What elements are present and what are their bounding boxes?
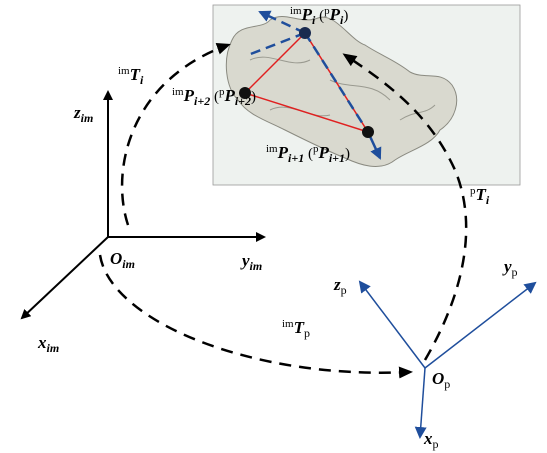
label-part: p [512, 265, 518, 279]
label-part: im [122, 257, 135, 271]
diagram: imTizimyimximOimimTppTizpypxpOpimPi (pPi… [0, 0, 547, 453]
label-part: p [433, 437, 439, 451]
label-part: P [329, 5, 341, 24]
label-part: i+2 [235, 94, 251, 108]
label: Oim [110, 249, 135, 271]
label-part: O [432, 369, 444, 388]
label-part: ( [210, 89, 219, 105]
label-part: y [240, 251, 250, 270]
label-part: ( [315, 8, 324, 24]
label-part: P [223, 86, 235, 105]
frame-p [360, 282, 535, 437]
model-image [213, 5, 520, 185]
label-part: im [118, 65, 130, 77]
label-part: P [183, 86, 195, 105]
label-part: x [37, 333, 47, 352]
label-part: T [294, 318, 305, 337]
label-part: ) [251, 89, 256, 105]
label: imTi [118, 65, 144, 87]
label-part: O [110, 249, 122, 268]
label: xp [423, 429, 439, 451]
label-part: im [47, 341, 60, 355]
label: xim [37, 333, 59, 355]
label: zim [73, 103, 93, 125]
label-part: ( [304, 146, 313, 162]
label-part: P [317, 143, 329, 162]
label-part: i+1 [329, 151, 345, 165]
label-part: i+2 [194, 94, 210, 108]
label-part: P [301, 5, 313, 24]
label-part: P [277, 143, 289, 162]
label: zp [333, 275, 347, 297]
label-part: p [341, 283, 347, 297]
label-part: ) [345, 146, 350, 162]
label-part: im [282, 318, 294, 330]
label-part: i+1 [288, 151, 304, 165]
label-part: im [250, 259, 263, 273]
label: imTp [282, 318, 310, 340]
label-part: y [502, 257, 512, 276]
label-part: i [140, 73, 144, 87]
label-part: im [290, 5, 302, 17]
label-part: im [266, 143, 278, 155]
label: Op [432, 369, 450, 391]
label-part: i [486, 193, 490, 207]
label-part: im [172, 86, 184, 98]
label-part: T [476, 185, 487, 204]
label-part: p [444, 377, 450, 391]
label-part: T [130, 65, 141, 84]
label: yim [240, 251, 262, 273]
label-part: ) [343, 8, 348, 24]
label-part: im [81, 111, 94, 125]
label-part: p [304, 326, 310, 340]
label: pTi [470, 185, 490, 207]
label-part: x [423, 429, 433, 448]
label: yp [502, 257, 518, 279]
